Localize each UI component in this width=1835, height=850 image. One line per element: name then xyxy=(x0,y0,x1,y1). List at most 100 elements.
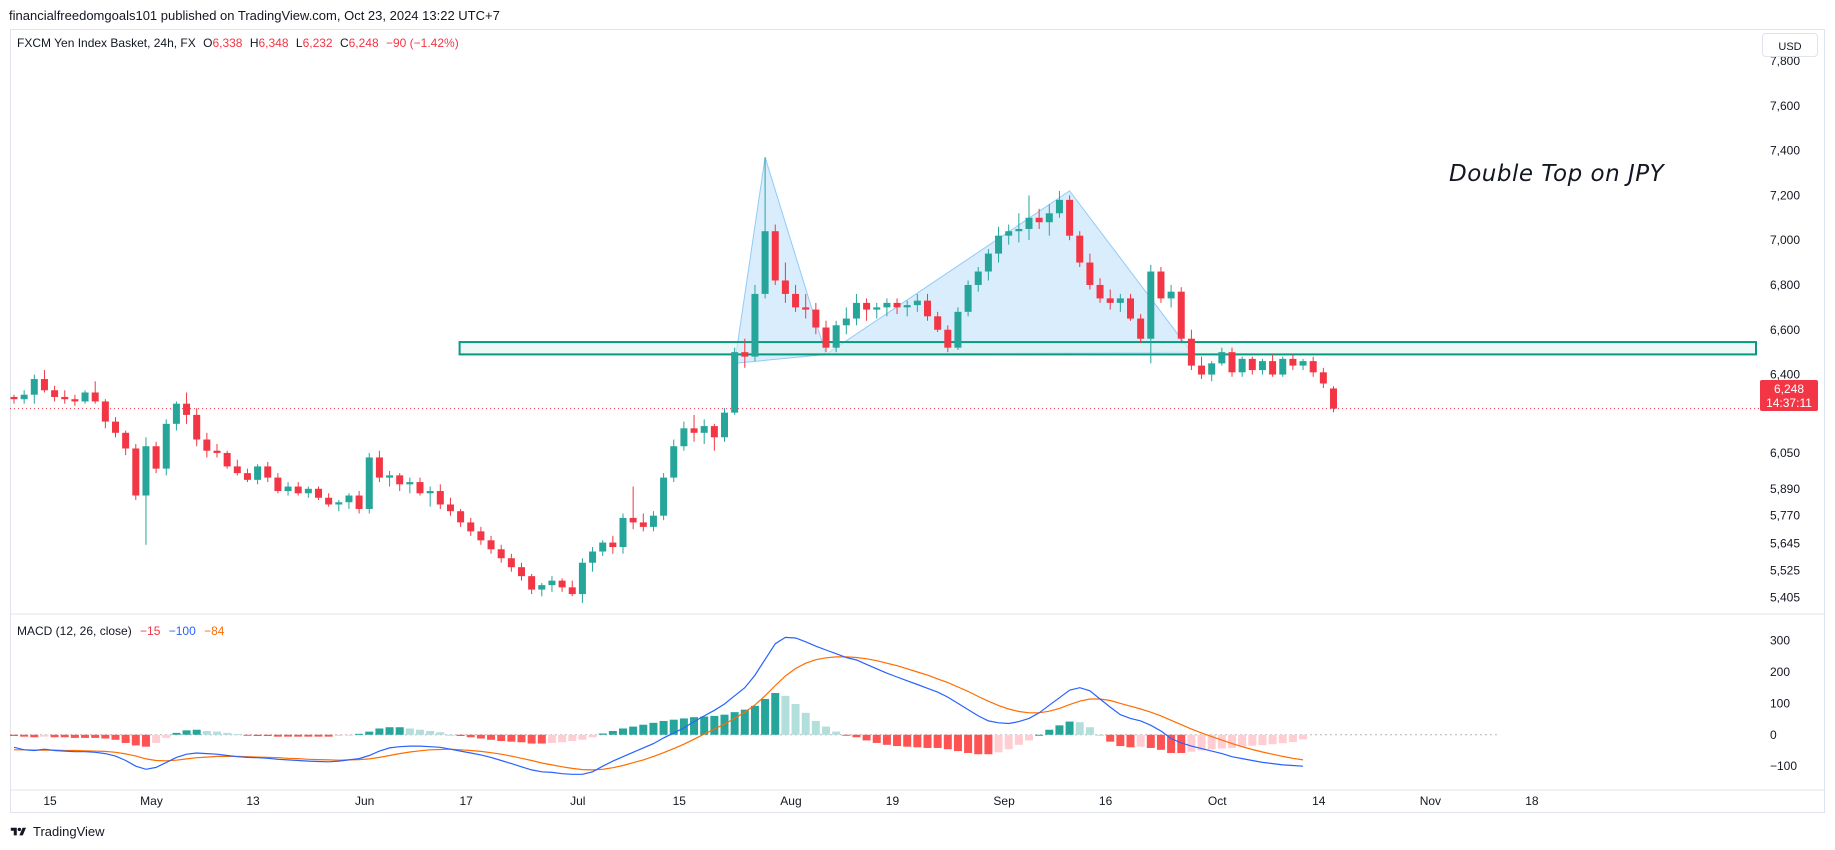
time-tick-label: 13 xyxy=(246,794,260,808)
macd-hist-value: −15 xyxy=(140,624,161,638)
histogram-bar xyxy=(750,705,759,735)
candle-body xyxy=(1269,361,1277,375)
candle-body xyxy=(528,576,536,590)
candle-body xyxy=(934,316,942,330)
time-tick-label: 15 xyxy=(673,794,687,808)
symbol-label: FXCM Yen Index Basket, 24h, FX xyxy=(17,36,196,50)
candle-body xyxy=(1198,365,1206,375)
histogram-bar xyxy=(608,730,617,735)
histogram-bar xyxy=(314,734,323,737)
histogram-bar xyxy=(771,692,780,735)
histogram-bar xyxy=(1065,721,1074,735)
currency-button[interactable]: USD xyxy=(1762,33,1818,57)
histogram-bar xyxy=(1278,734,1287,744)
candle-body xyxy=(20,394,28,400)
time-tick-label: Nov xyxy=(1420,794,1441,808)
chart-frame[interactable] xyxy=(10,29,1825,813)
histogram-bar xyxy=(547,734,556,743)
candle-body xyxy=(335,502,343,505)
candle-body xyxy=(193,414,201,440)
candle-body xyxy=(609,542,617,548)
histogram-bar xyxy=(30,734,39,738)
histogram-bar xyxy=(639,724,648,735)
macd-axis: 300 200 100 0 −100 xyxy=(1770,634,1797,774)
candle-body xyxy=(355,495,363,509)
candle-body xyxy=(538,585,546,590)
candle-body xyxy=(142,446,150,496)
histogram-bar xyxy=(679,718,688,735)
histogram-bar xyxy=(20,734,29,737)
histogram-bar xyxy=(487,734,496,740)
macd-line xyxy=(13,636,1304,775)
histogram-bar xyxy=(294,734,303,737)
candle-body xyxy=(964,284,972,312)
time-axis: 15 May 13 Jun 17 Jul 15 Aug 19 Sep 16 Oct 14 Nov 18 xyxy=(43,794,1539,808)
tradingview-logo[interactable]: TradingView xyxy=(9,824,105,839)
candle-body xyxy=(842,318,850,326)
candle-body xyxy=(1096,284,1104,299)
candle-body xyxy=(1045,213,1053,223)
candle-body xyxy=(61,396,69,400)
candle-body xyxy=(203,439,211,451)
candle-body xyxy=(741,352,749,357)
pattern-annotation: Double Top on JPY xyxy=(1449,161,1665,187)
histogram-bar xyxy=(953,734,962,752)
candle-body xyxy=(487,540,495,550)
candle-body xyxy=(1005,231,1013,236)
histogram-bar xyxy=(304,734,313,737)
histogram-bar xyxy=(385,727,394,735)
time-tick-label: 17 xyxy=(459,794,473,808)
histogram-bar xyxy=(882,734,891,745)
high-value: 6,348 xyxy=(258,36,289,50)
time-tick-label: May xyxy=(140,794,163,808)
histogram-bar xyxy=(121,734,130,743)
histogram-bar xyxy=(111,734,120,740)
candle-body xyxy=(954,311,962,348)
candle-body xyxy=(132,448,140,496)
histogram-bar xyxy=(730,712,739,735)
histogram-bar xyxy=(1167,734,1176,753)
candle-body xyxy=(1127,298,1134,319)
close-value: 6,248 xyxy=(348,36,379,50)
histogram-bar xyxy=(1004,734,1013,750)
histogram-bar xyxy=(1207,734,1216,750)
candle-body xyxy=(1330,388,1337,409)
candle-body xyxy=(802,307,810,310)
candle-body xyxy=(284,486,292,492)
price-tick-label: 6,600 xyxy=(1770,323,1800,337)
candle-body xyxy=(1116,298,1124,303)
histogram-bar xyxy=(1217,734,1226,749)
candle-body xyxy=(40,379,48,391)
price-tick-label: 7,400 xyxy=(1770,144,1800,158)
histogram-bar xyxy=(517,734,526,743)
first-peak-triangle xyxy=(734,157,827,364)
candle-body xyxy=(345,495,353,503)
histogram-bar xyxy=(152,734,161,743)
histogram-bar xyxy=(355,733,364,735)
histogram-bar xyxy=(862,734,871,741)
histogram-bar xyxy=(588,734,597,738)
histogram-bar xyxy=(182,730,191,735)
histogram-bar xyxy=(893,734,902,747)
histogram-bar xyxy=(710,715,719,735)
candle-body xyxy=(436,491,444,505)
price-tick-label: 5,890 xyxy=(1770,482,1800,496)
candle-body xyxy=(507,558,515,568)
candle-body xyxy=(619,517,627,548)
candle-body xyxy=(578,562,586,595)
histogram-bar xyxy=(50,734,59,738)
histogram-bar xyxy=(801,712,810,735)
histogram-bar xyxy=(842,734,851,736)
price-tick-label: 7,200 xyxy=(1770,188,1800,202)
bar-countdown: 14:37:11 xyxy=(1766,396,1812,410)
candle-body xyxy=(304,488,312,494)
macd-line-value: −100 xyxy=(168,624,196,638)
histogram-bar xyxy=(334,734,343,737)
price-tick-label: 7,800 xyxy=(1770,54,1800,68)
histogram-bar xyxy=(162,734,171,738)
histogram-bar xyxy=(60,734,69,738)
candle-body xyxy=(396,475,404,485)
time-tick-label: 19 xyxy=(886,794,900,808)
time-tick-label: 16 xyxy=(1099,794,1113,808)
